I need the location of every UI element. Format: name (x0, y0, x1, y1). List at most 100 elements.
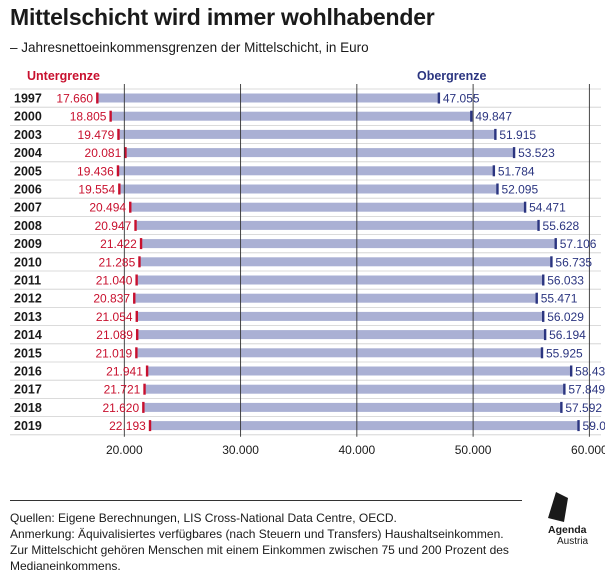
untergrenze-marker (96, 92, 99, 104)
untergrenze-marker (143, 383, 146, 395)
untergrenze-marker (138, 256, 141, 268)
x-tick-label: 20.000 (106, 443, 143, 457)
agenda-austria-logo (548, 492, 568, 522)
range-bar (149, 421, 579, 431)
year-label: 2003 (14, 128, 42, 142)
year-label: 2008 (14, 219, 42, 233)
obergrenze-value: 49.847 (475, 110, 512, 124)
year-label: 2004 (14, 146, 42, 160)
untergrenze-marker (142, 401, 145, 413)
untergrenze-value: 20.947 (95, 219, 132, 233)
definition-note: Zur Mittelschicht gehören Menschen mit e… (10, 543, 509, 573)
range-bar (140, 239, 556, 249)
year-label: 2013 (14, 310, 42, 324)
obergrenze-marker (569, 365, 573, 377)
range-bar (136, 311, 544, 321)
range-bar (118, 129, 496, 139)
untergrenze-value: 20.837 (93, 292, 130, 306)
x-tick-label: 50.000 (455, 443, 492, 457)
remark-note: Anmerkung: Äquivalisiertes verfügbares (… (10, 527, 504, 541)
untergrenze-value: 17.660 (56, 92, 93, 106)
obergrenze-marker (543, 329, 547, 341)
chart-title: Mittelschicht wird immer wohlhabender (10, 4, 435, 30)
legend-untergrenze: Untergrenze (27, 69, 100, 83)
obergrenze-marker (535, 292, 538, 304)
untergrenze-marker (135, 310, 138, 322)
range-bar (144, 384, 565, 394)
obergrenze-marker (542, 274, 545, 286)
range-bar (125, 148, 515, 158)
untergrenze-marker (118, 183, 121, 195)
untergrenze-value: 21.620 (102, 401, 139, 415)
range-bar (146, 366, 572, 376)
obergrenze-marker (550, 256, 553, 268)
untergrenze-value: 21.422 (100, 237, 137, 251)
obergrenze-value: 56.194 (549, 328, 586, 342)
year-label: 2007 (14, 201, 42, 215)
year-label: 2014 (14, 328, 42, 342)
year-label: 2010 (14, 255, 42, 269)
obergrenze-value: 54.471 (529, 201, 566, 215)
untergrenze-value: 19.479 (78, 128, 115, 142)
year-label: 2000 (14, 110, 42, 124)
range-bar (136, 348, 542, 358)
obergrenze-value: 58.435 (575, 365, 605, 379)
obergrenze-value: 52.095 (501, 183, 538, 197)
untergrenze-marker (124, 147, 127, 159)
obergrenze-value: 57.106 (560, 237, 597, 251)
obergrenze-marker (560, 401, 563, 413)
untergrenze-value: 18.805 (70, 110, 107, 124)
range-bar (136, 330, 546, 340)
obergrenze-marker (470, 110, 473, 122)
untergrenze-value: 21.040 (96, 274, 133, 288)
obergrenze-value: 57.592 (565, 401, 602, 415)
year-label: 2015 (14, 346, 42, 360)
untergrenze-value: 21.019 (95, 346, 132, 360)
range-bar (110, 111, 472, 121)
range-bar (97, 93, 439, 103)
obergrenze-value: 56.029 (547, 310, 584, 324)
untergrenze-value: 20.081 (85, 146, 122, 160)
year-label: 2017 (14, 383, 42, 397)
untergrenze-value: 19.436 (77, 164, 114, 178)
obergrenze-marker (523, 201, 527, 213)
untergrenze-marker (133, 292, 136, 304)
x-tick-label: 30.000 (222, 443, 259, 457)
untergrenze-value: 21.721 (104, 383, 141, 397)
untergrenze-value: 21.089 (96, 328, 133, 342)
range-bar (130, 202, 526, 212)
obergrenze-marker (563, 383, 566, 395)
range-bar (139, 257, 552, 267)
range-bar (136, 275, 544, 285)
obergrenze-marker (542, 310, 545, 322)
untergrenze-marker (117, 128, 120, 140)
range-bar (119, 184, 498, 194)
obergrenze-marker (577, 420, 580, 432)
year-label: 2006 (14, 183, 42, 197)
untergrenze-marker (116, 165, 120, 177)
sources-note: Quellen: Eigene Berechnungen, LIS Cross-… (10, 511, 397, 525)
untergrenze-marker (129, 201, 132, 213)
range-bar (135, 220, 539, 230)
footer-divider (10, 500, 522, 501)
obergrenze-value: 55.925 (546, 346, 583, 360)
obergrenze-value: 57.849 (568, 383, 605, 397)
obergrenze-marker (437, 92, 441, 104)
obergrenze-value: 51.915 (499, 128, 536, 142)
untergrenze-marker (145, 365, 149, 377)
obergrenze-value: 59.067 (583, 419, 605, 433)
untergrenze-value: 20.494 (89, 201, 126, 215)
obergrenze-value: 53.523 (518, 146, 555, 160)
untergrenze-marker (134, 219, 137, 231)
untergrenze-marker (139, 238, 143, 250)
untergrenze-marker (135, 329, 139, 341)
obergrenze-value: 51.784 (498, 164, 535, 178)
obergrenze-value: 47.055 (443, 92, 480, 106)
obergrenze-value: 56.033 (547, 274, 584, 288)
year-label: 2011 (14, 274, 41, 288)
x-tick-label: 40.000 (338, 443, 375, 457)
range-bar (117, 166, 494, 176)
obergrenze-marker (512, 147, 516, 159)
untergrenze-value: 21.941 (106, 365, 143, 379)
obergrenze-value: 55.471 (541, 292, 578, 306)
